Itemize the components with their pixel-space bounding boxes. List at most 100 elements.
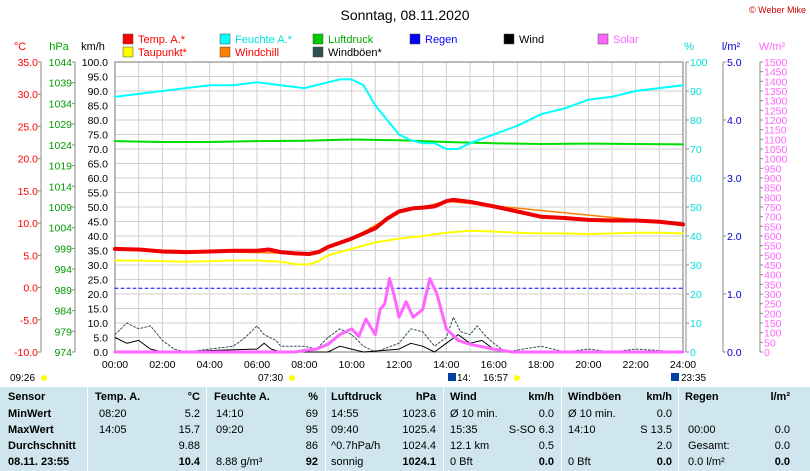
- x-tick-label: 08:00: [291, 359, 317, 371]
- x-tick-label: 16:00: [481, 359, 507, 371]
- pressure-tick-label: 984: [54, 306, 72, 318]
- pressure-time: ^0.7hPa/h: [331, 440, 381, 452]
- legend-label: Temp. A.*: [138, 34, 186, 46]
- wind-tick-label: 100.0: [82, 57, 108, 69]
- solar-tick-label: 450: [764, 260, 782, 272]
- pressure-tick-label: 1029: [49, 119, 73, 131]
- chart-series: [113, 78, 685, 354]
- legend-swatch: [312, 46, 324, 58]
- legend-label: Windchill: [235, 47, 279, 59]
- axis-unit-headers: °C hPa km/h % l/m² W/m²: [14, 41, 786, 53]
- solar-tick-label: 1250: [764, 105, 788, 117]
- sunrise-label: 07:30: [258, 373, 283, 384]
- x-axis-ticks: 00:00 02:00 04:00 06:00 08:00 10:00 12:00 14:00…: [102, 359, 696, 371]
- weather-chart: Sonntag, 08.11.2020 © Weber Mike Temp. A…: [10, 5, 806, 384]
- wind-tick-label: 55.0: [88, 188, 109, 200]
- rain-tick-label: 5.0: [727, 57, 742, 69]
- header-temp-unit: °C: [187, 391, 200, 403]
- x-tick-label: 18:00: [528, 359, 554, 371]
- chart-grid: [114, 61, 684, 353]
- header-wind: Wind: [450, 391, 477, 403]
- credit-text: © Weber Mike: [749, 5, 806, 15]
- humidity-value: 92: [305, 456, 318, 468]
- wind-tick-label: 35.0: [88, 246, 109, 258]
- pressure-axis-unit: hPa: [49, 41, 69, 53]
- pressure-value: 1025.4: [402, 424, 436, 436]
- legend-swatch: [219, 33, 231, 45]
- rain-time: 0.0 l/m²: [688, 456, 725, 468]
- wind-tick-label: 15.0: [88, 304, 109, 316]
- solar-tick-label: 600: [764, 231, 782, 243]
- gust-value: 0.0: [656, 456, 672, 468]
- legend-label: Windböen*: [328, 47, 383, 59]
- gust-value: 0.0: [656, 408, 672, 420]
- temp-tick-label: 35.0: [18, 57, 39, 69]
- temp-tick-label: 25.0: [18, 121, 39, 133]
- solar-tick-label: 500: [764, 250, 782, 262]
- wind-tick-label: 45.0: [88, 217, 109, 229]
- solar-tick-label: 1450: [764, 67, 788, 79]
- wind-tick-label: 70.0: [88, 144, 109, 156]
- solar-tick-label: 400: [764, 270, 782, 282]
- x-tick-label: 00:00: [102, 359, 128, 371]
- x-tick-label: 14:00: [433, 359, 459, 371]
- humidity-tick-label: 30: [690, 260, 702, 272]
- temp-value: 9.88: [178, 440, 200, 452]
- column-divider: [443, 387, 444, 471]
- column-divider: [678, 387, 679, 471]
- pressure-tick-label: 1044: [49, 57, 73, 69]
- chart-title: Sonntag, 08.11.2020: [341, 7, 470, 23]
- humidity-value: 95: [305, 424, 318, 436]
- header-humidity: Feuchte A.: [214, 391, 270, 403]
- temp-axis-unit: °C: [14, 41, 26, 53]
- pressure-tick-label: 994: [54, 264, 72, 276]
- wind-tick-label: 5.0: [93, 333, 108, 345]
- wind-tick-label: 25.0: [88, 275, 109, 287]
- wind-tick-label: 85.0: [88, 101, 109, 113]
- temp-tick-label: 0.0: [23, 283, 38, 295]
- legend-label: Solar: [613, 34, 639, 46]
- humidity-tick-label: 50: [690, 202, 702, 214]
- humidity-tick-label: 80: [690, 115, 702, 127]
- rain-value: 0.0: [774, 440, 790, 452]
- pressure-tick-label: 1024: [49, 140, 73, 152]
- header-rain-unit: l/m²: [770, 391, 790, 403]
- humidity-tick-label: 10: [690, 318, 702, 330]
- rain-axis-unit: l/m²: [722, 41, 741, 53]
- solar-tick-label: 50: [764, 337, 776, 349]
- wind-tick-label: 50.0: [88, 202, 109, 214]
- temp-tick-label: 30.0: [18, 89, 39, 101]
- series-line-temp-a: [113, 197, 685, 256]
- solar-tick-label: 300: [764, 289, 782, 301]
- solar-tick-label: 1050: [764, 144, 788, 156]
- solar-tick-label: 250: [764, 299, 782, 311]
- header-wind-unit: km/h: [528, 391, 554, 403]
- legend-swatch: [503, 33, 515, 45]
- gust-time: Ø 10 min.: [568, 408, 616, 420]
- gust-value: 2.0: [656, 440, 672, 452]
- legend-swatch: [597, 33, 609, 45]
- wind-tick-label: 65.0: [88, 159, 109, 171]
- sunset-icon: [514, 375, 520, 381]
- wind-time: 0 Bft: [450, 456, 473, 468]
- header-pressure: Luftdruck: [331, 391, 382, 403]
- humidity-value: 86: [305, 440, 318, 452]
- solar-axis-unit: W/m²: [759, 41, 786, 53]
- wind-tick-label: 40.0: [88, 231, 109, 243]
- solar-tick-label: 700: [764, 212, 782, 224]
- x-tick-label: 02:00: [149, 359, 175, 371]
- header-humidity-unit: %: [308, 391, 318, 403]
- summary-table: Sensor Temp. A. °C Feuchte A. % Luftdruc…: [0, 387, 810, 471]
- temp-tick-label: 10.0: [18, 218, 39, 230]
- header-gust-unit: km/h: [646, 391, 672, 403]
- humidity-tick-label: 60: [690, 173, 702, 185]
- rain-value: 0.0: [774, 424, 790, 436]
- rain-time: Gesamt:: [688, 440, 730, 452]
- humidity-axis-unit: %: [684, 41, 694, 53]
- solar-tick-label: 800: [764, 192, 782, 204]
- gust-max: S 13.5: [640, 424, 672, 436]
- wind-time: Ø 10 min.: [450, 408, 498, 420]
- temp-tick-label: -10.0: [14, 347, 38, 359]
- moon-set-label: 14:: [457, 373, 471, 384]
- header-pressure-unit: hPa: [415, 391, 436, 403]
